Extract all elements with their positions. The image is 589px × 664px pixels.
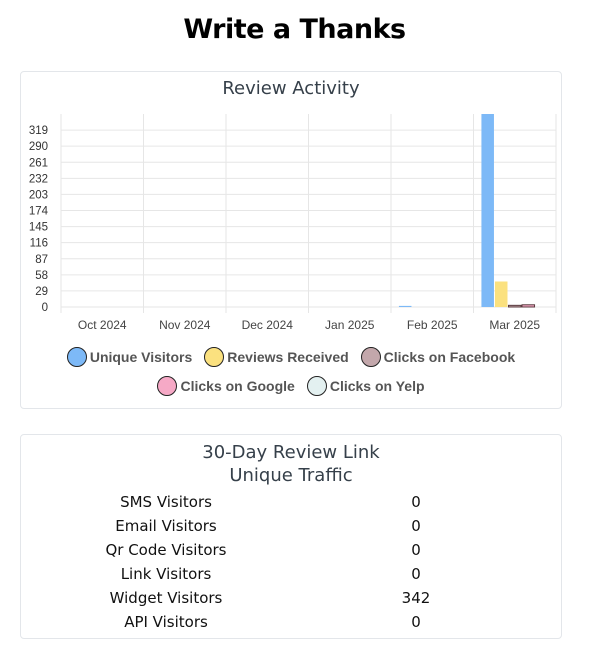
traffic-row-widget: Widget Visitors 342	[41, 586, 541, 610]
page-title: Write a Thanks	[183, 14, 406, 45]
y-tick-label: 0	[42, 302, 48, 314]
y-tick-label: 290	[29, 141, 48, 153]
y-tick-label: 203	[29, 189, 48, 201]
bar-clicks-on-google[interactable]	[521, 304, 536, 308]
legend-swatch-unique-visitors	[66, 347, 87, 367]
traffic-title-line-2: Unique Traffic	[229, 465, 353, 486]
y-tick-label: 58	[35, 270, 48, 282]
traffic-value: 0	[411, 541, 421, 559]
traffic-row-qr-code: Qr Code Visitors 0	[41, 538, 541, 562]
legend-label-unique-visitors: Unique Visitors	[89, 349, 193, 365]
legend-item-clicks-google[interactable]: Clicks on Google	[157, 376, 295, 396]
legend-swatch-clicks-facebook	[360, 347, 381, 367]
y-tick-label: 174	[29, 206, 49, 218]
traffic-title: 30-Day Review Link Unique Traffic	[21, 441, 561, 487]
traffic-title-line-1: 30-Day Review Link	[202, 442, 380, 463]
traffic-card: 30-Day Review Link Unique Traffic SMS Vi…	[20, 434, 562, 639]
traffic-label: Widget Visitors	[109, 589, 223, 607]
bar-unique-visitors[interactable]	[481, 114, 494, 307]
review-activity-chart: 0 29 58 87 116 145 174 203 232 261 290 319 Oct 2024 N…	[29, 114, 557, 332]
chart-legend-row-1: Unique Visitors Reviews Received Clicks …	[21, 347, 561, 367]
bar-unique-visitors[interactable]	[398, 305, 412, 307]
legend-label-clicks-facebook: Clicks on Facebook	[383, 349, 516, 365]
traffic-value: 0	[411, 565, 421, 583]
traffic-label: Email Visitors	[115, 517, 217, 535]
x-tick-label: Nov 2024	[159, 318, 211, 332]
traffic-label: Link Visitors	[120, 565, 212, 583]
traffic-value: 0	[411, 493, 421, 511]
y-tick-label: 319	[29, 125, 48, 137]
review-activity-card: Review Activity 0 29 58 87 116 145 174 203 232 26…	[20, 71, 562, 409]
traffic-row-sms: SMS Visitors 0	[41, 490, 541, 514]
legend-label-reviews-received: Reviews Received	[227, 349, 349, 365]
x-tick-label: Oct 2024	[78, 318, 127, 332]
legend-label-clicks-google: Clicks on Google	[180, 378, 295, 394]
legend-label-clicks-yelp: Clicks on Yelp	[329, 378, 425, 394]
y-tick-label: 145	[29, 222, 48, 234]
traffic-value: 0	[411, 613, 421, 631]
traffic-label: SMS Visitors	[120, 493, 212, 511]
y-tick-label: 116	[30, 238, 48, 250]
traffic-row-email: Email Visitors 0	[41, 514, 541, 538]
legend-swatch-reviews-received	[204, 347, 225, 367]
legend-item-reviews-received[interactable]: Reviews Received	[204, 347, 349, 367]
traffic-value: 0	[411, 517, 421, 535]
traffic-table: SMS Visitors 0 Email Visitors 0 Qr Code …	[41, 490, 541, 634]
y-tick-label: 232	[29, 173, 48, 185]
traffic-value: 342	[401, 589, 431, 607]
y-tick-label: 87	[35, 254, 48, 266]
legend-swatch-clicks-yelp	[306, 376, 327, 396]
x-tick-label: Dec 2024	[242, 318, 294, 332]
traffic-row-api: API Visitors 0	[41, 610, 541, 634]
bar-reviews-received[interactable]	[494, 281, 508, 307]
legend-swatch-clicks-google	[157, 376, 178, 396]
legend-item-unique-visitors[interactable]: Unique Visitors	[66, 347, 193, 367]
traffic-label: Qr Code Visitors	[105, 541, 227, 559]
traffic-label: API Visitors	[124, 613, 208, 631]
y-tick-label: 261	[29, 157, 48, 169]
chart-legend-row-2: Clicks on Google Clicks on Yelp	[21, 376, 561, 396]
x-tick-label: Feb 2025	[407, 318, 458, 332]
review-activity-title: Review Activity	[222, 78, 360, 99]
y-tick-label: 29	[35, 286, 48, 298]
bar-clicks-on-facebook[interactable]	[507, 304, 522, 308]
traffic-row-link: Link Visitors 0	[41, 562, 541, 586]
x-tick-label: Jan 2025	[325, 318, 375, 332]
legend-item-clicks-yelp[interactable]: Clicks on Yelp	[306, 376, 425, 396]
legend-item-clicks-facebook[interactable]: Clicks on Facebook	[360, 347, 516, 367]
x-tick-label: Mar 2025	[489, 318, 540, 332]
